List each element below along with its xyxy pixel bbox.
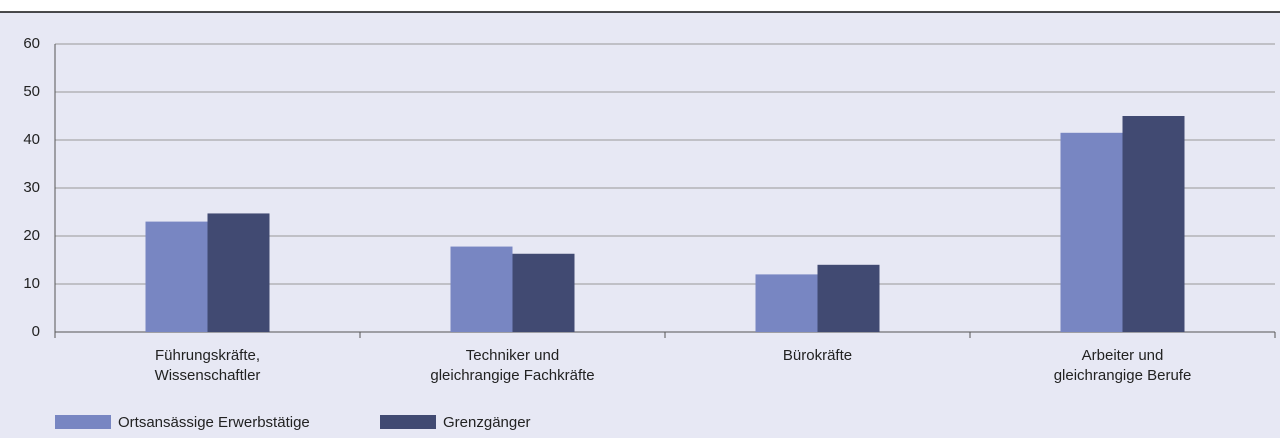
legend-swatch [55, 415, 111, 429]
y-tick-label: 60 [23, 35, 40, 52]
legend-label: Ortsansässige Erwerbstätige [118, 414, 310, 431]
y-tick-label: 0 [32, 323, 40, 340]
y-tick-label: 50 [23, 83, 40, 100]
bar [817, 264, 880, 332]
x-tick-label: Arbeiter und gleichrangige Berufe [1054, 347, 1192, 384]
bar [1122, 116, 1185, 332]
legend-swatch [380, 415, 436, 429]
bar [207, 213, 270, 332]
y-tick-label: 10 [23, 275, 40, 292]
y-tick-label: 30 [23, 179, 40, 196]
bar [512, 253, 575, 332]
bar [450, 246, 513, 332]
legend-label: Grenzgänger [443, 414, 531, 431]
x-tick-label: Techniker und gleichrangige Fachkräfte [430, 347, 594, 384]
y-tick-label: 40 [23, 131, 40, 148]
bar [145, 221, 208, 332]
x-tick-label: Bürokräfte [783, 347, 852, 364]
y-tick-label: 20 [23, 227, 40, 244]
x-tick-label: Führungskräfte, Wissenschaftler [155, 347, 261, 384]
bar [755, 274, 818, 332]
bar [1060, 132, 1123, 332]
